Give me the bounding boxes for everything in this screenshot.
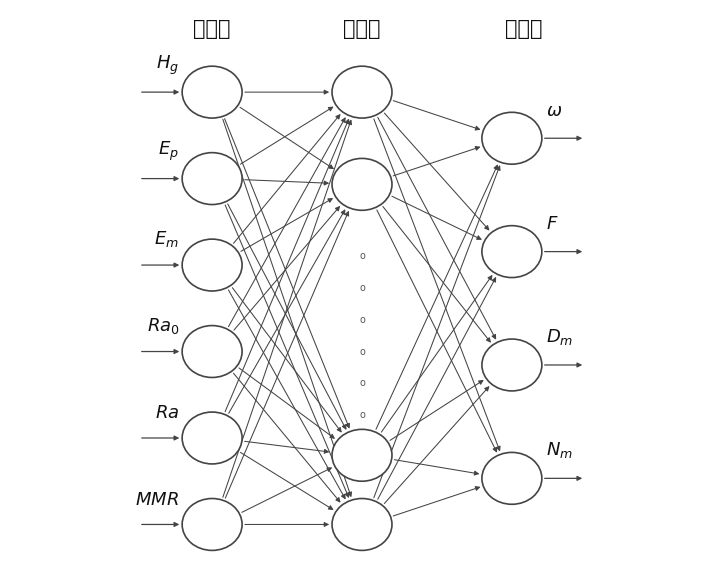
Text: 隐含层: 隐含层: [343, 19, 381, 39]
Text: o: o: [359, 410, 365, 420]
Ellipse shape: [332, 158, 392, 210]
Text: $N_m$: $N_m$: [547, 440, 573, 460]
Text: o: o: [359, 346, 365, 357]
Ellipse shape: [182, 152, 242, 204]
Ellipse shape: [182, 239, 242, 291]
Text: $H_g$: $H_g$: [156, 54, 180, 77]
Text: $D_m$: $D_m$: [547, 327, 573, 347]
Ellipse shape: [182, 66, 242, 118]
Text: $\omega$: $\omega$: [547, 102, 563, 120]
Text: 输出层: 输出层: [505, 19, 542, 39]
Ellipse shape: [482, 112, 542, 164]
Text: $E_m$: $E_m$: [154, 229, 180, 250]
Text: $Ra_0$: $Ra_0$: [146, 316, 180, 336]
Ellipse shape: [332, 499, 392, 551]
Text: o: o: [359, 283, 365, 293]
Text: $MMR$: $MMR$: [135, 491, 180, 509]
Ellipse shape: [332, 66, 392, 118]
Text: $E_p$: $E_p$: [159, 140, 180, 163]
Text: $Ra$: $Ra$: [155, 404, 180, 423]
Text: 输入层: 输入层: [193, 19, 231, 39]
Ellipse shape: [182, 325, 242, 378]
Text: o: o: [359, 378, 365, 388]
Ellipse shape: [482, 452, 542, 504]
Ellipse shape: [332, 430, 392, 481]
Ellipse shape: [182, 499, 242, 551]
Text: $F$: $F$: [547, 215, 559, 233]
Ellipse shape: [482, 226, 542, 278]
Text: o: o: [359, 251, 365, 261]
Text: o: o: [359, 315, 365, 325]
Ellipse shape: [482, 339, 542, 391]
Ellipse shape: [182, 412, 242, 464]
